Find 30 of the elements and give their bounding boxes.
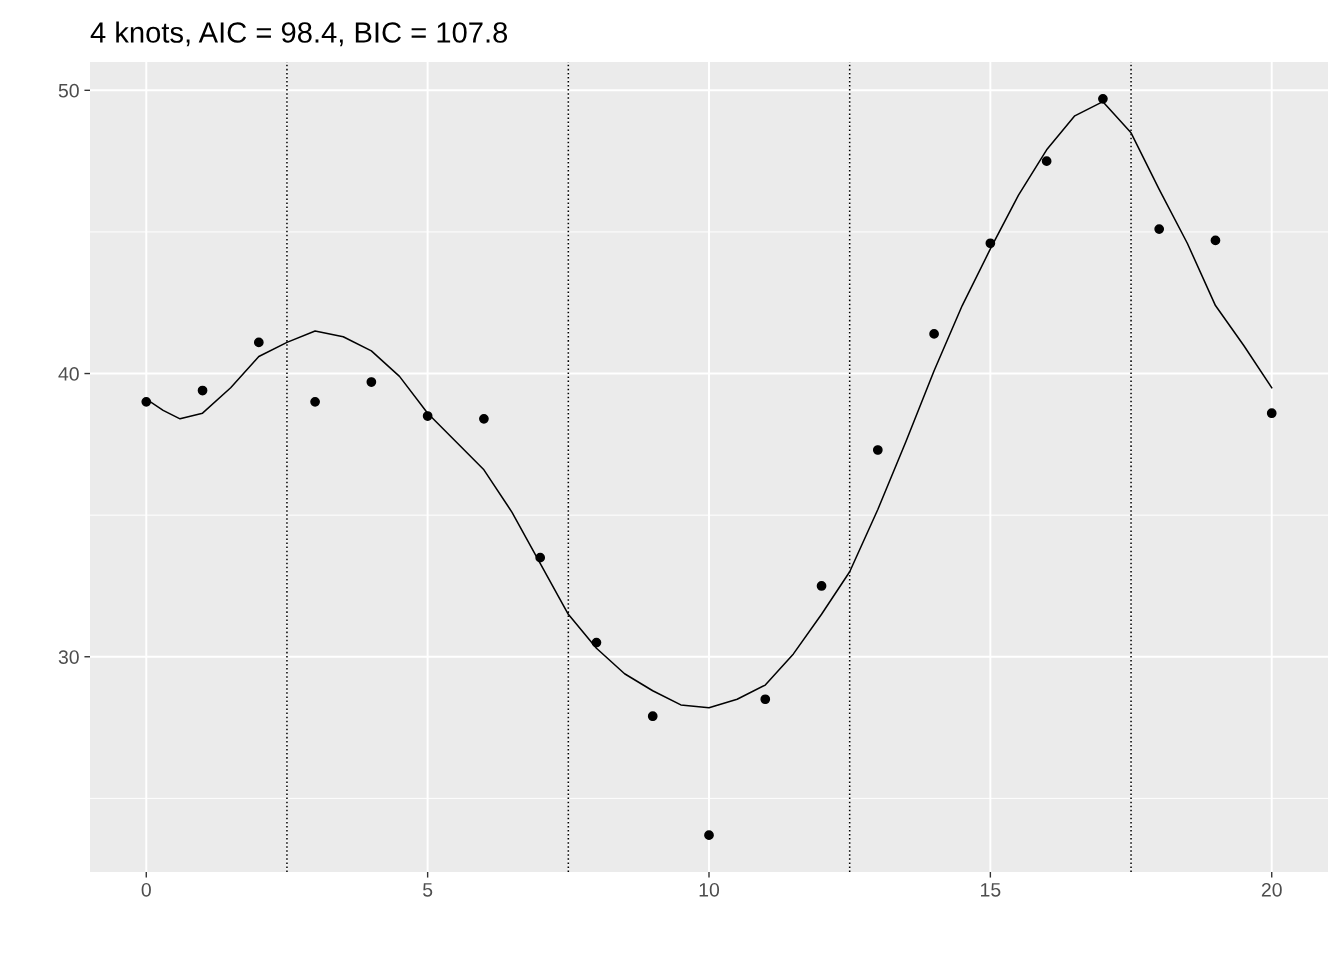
y-tick-label: 40 — [58, 367, 79, 381]
y-tick-label: 50 — [58, 83, 79, 98]
point — [197, 385, 208, 396]
y-tick-label: 30 — [58, 650, 79, 664]
chart-title: 4 knots, AIC = 98.4, BIC = 107.8 — [90, 21, 508, 47]
point — [1210, 235, 1221, 246]
point — [310, 396, 320, 407]
point — [647, 711, 658, 722]
point — [366, 377, 377, 387]
x-tick-label: 15 — [981, 883, 1001, 897]
point — [929, 329, 939, 339]
point — [253, 337, 264, 348]
point — [422, 411, 433, 421]
x-tick-label: 5 — [423, 883, 433, 897]
point — [985, 238, 996, 249]
x-tick-label: 20 — [1261, 882, 1282, 897]
point — [591, 637, 602, 648]
point — [1266, 408, 1277, 419]
point — [1098, 93, 1108, 104]
point — [704, 830, 714, 841]
point — [479, 413, 489, 424]
x-tick-label: 10 — [699, 882, 720, 897]
point — [816, 581, 827, 591]
point — [1154, 224, 1165, 234]
point — [872, 445, 883, 455]
point — [1041, 156, 1052, 166]
x-tick-label: 0 — [141, 882, 151, 897]
point — [535, 552, 546, 563]
point — [760, 694, 771, 705]
point — [141, 396, 152, 407]
